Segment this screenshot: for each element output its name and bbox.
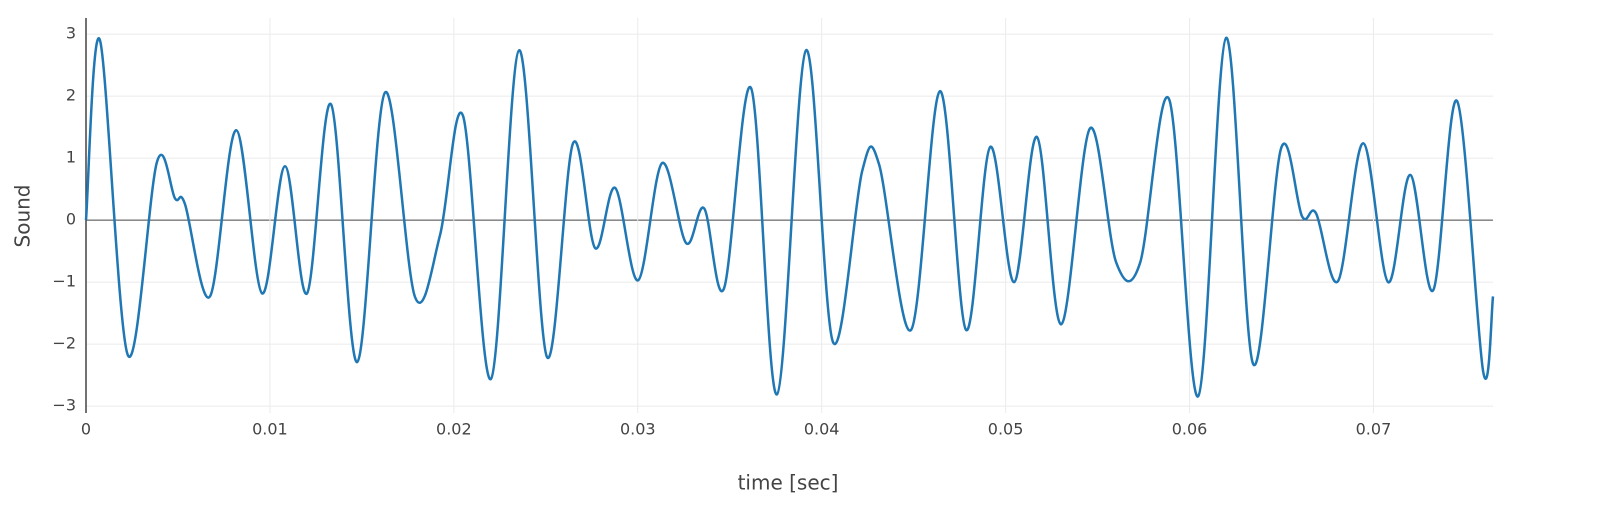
y-tick-label: −3 — [52, 396, 76, 415]
line-series — [84, 36, 1495, 398]
x-tick-label: 0.06 — [1172, 420, 1208, 439]
y-axis-title: Sound — [11, 185, 35, 248]
y-tick-label: 2 — [66, 86, 76, 105]
x-axis-title: time [sec] — [738, 471, 839, 495]
x-tick-label: 0 — [81, 420, 91, 439]
x-tick-label: 0.04 — [804, 420, 840, 439]
y-tick-label: 3 — [66, 24, 76, 43]
x-tick-label: 0.02 — [436, 420, 472, 439]
y-tick-label: 0 — [66, 210, 76, 229]
y-tick-label: 1 — [66, 148, 76, 167]
x-tick-label: 0.01 — [252, 420, 288, 439]
x-tick-label: 0.05 — [988, 420, 1024, 439]
x-tick-label: 0.03 — [620, 420, 656, 439]
y-tick-label: −2 — [52, 334, 76, 353]
x-tick-label: 0.07 — [1356, 420, 1392, 439]
y-tick-label: −1 — [52, 272, 76, 291]
